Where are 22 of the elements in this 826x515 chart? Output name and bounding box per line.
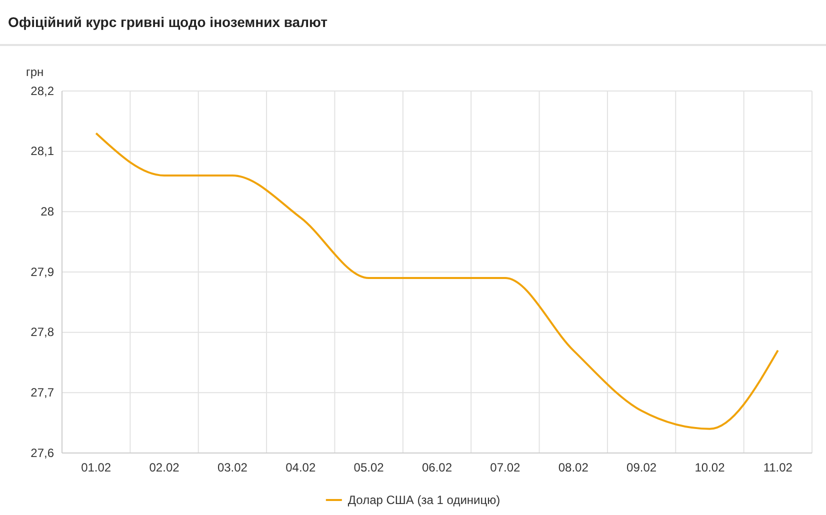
x-tick-label: 02.02	[149, 460, 180, 475]
line-series	[95, 132, 779, 430]
y-tick-label: 28	[40, 204, 54, 219]
legend-label: Долар США (за 1 одиницю)	[348, 493, 500, 507]
x-tick-label: 09.02	[626, 460, 657, 475]
x-tick-label: 10.02	[694, 460, 726, 475]
chart-title: Офіційний курс гривні щодо іноземних валют	[8, 14, 328, 30]
y-tick-label: 28,2	[30, 84, 54, 98]
x-tick-label: 07.02	[490, 460, 521, 475]
y-tick-label: 27,6	[30, 446, 54, 460]
x-tick-label: 06.02	[422, 460, 452, 475]
x-tick-label: 05.02	[354, 460, 384, 475]
y-tick-label: 27,8	[30, 325, 54, 340]
x-tick-label: 11.02	[763, 460, 793, 475]
y-tick-label: 27,7	[30, 386, 54, 400]
y-axis-title: грн	[26, 65, 44, 79]
x-tick-label: 04.02	[286, 460, 316, 475]
x-tick-label: 08.02	[558, 460, 589, 475]
x-tick-label: 03.02	[217, 460, 248, 475]
x-tick-label: 01.02	[81, 460, 112, 475]
y-tick-label: 28,1	[30, 144, 54, 158]
y-tick-label: 27,9	[30, 264, 54, 279]
